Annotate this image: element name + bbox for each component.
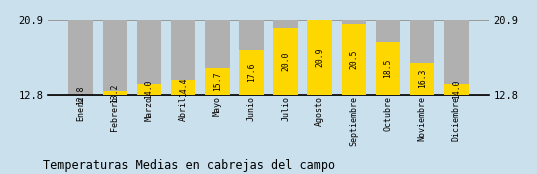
Bar (376, 42, 401, 95)
Bar (171, 20, 195, 95)
Bar (410, 20, 434, 95)
Text: 14.4: 14.4 (179, 78, 187, 97)
Text: 12.8: 12.8 (76, 85, 85, 105)
Text: 20.5: 20.5 (350, 50, 358, 69)
Text: Temperaturas Medias en cabrejas del campo: Temperaturas Medias en cabrejas del camp… (43, 159, 335, 172)
Bar (239, 50, 264, 95)
Text: 14.0: 14.0 (144, 80, 154, 99)
Text: 16.3: 16.3 (418, 69, 427, 88)
Bar (68, 20, 93, 95)
Bar (205, 20, 229, 95)
Bar (136, 20, 161, 95)
Bar (342, 24, 366, 95)
Bar (103, 20, 127, 95)
Bar (273, 20, 298, 95)
Bar (444, 84, 469, 95)
Bar (136, 84, 161, 95)
Text: 18.5: 18.5 (383, 59, 393, 78)
Bar (171, 80, 195, 95)
Bar (410, 62, 434, 95)
Bar (273, 28, 298, 95)
Bar (342, 20, 366, 95)
Text: 20.9: 20.9 (315, 48, 324, 67)
Text: 20.0: 20.0 (281, 52, 290, 71)
Text: 17.6: 17.6 (247, 63, 256, 82)
Bar (308, 20, 332, 95)
Text: 14.0: 14.0 (452, 80, 461, 99)
Bar (103, 91, 127, 95)
Bar (444, 20, 469, 95)
Bar (239, 20, 264, 95)
Bar (205, 68, 229, 95)
Bar (308, 20, 332, 95)
Text: 13.2: 13.2 (110, 83, 119, 103)
Bar (376, 20, 401, 95)
Text: 15.7: 15.7 (213, 72, 222, 91)
